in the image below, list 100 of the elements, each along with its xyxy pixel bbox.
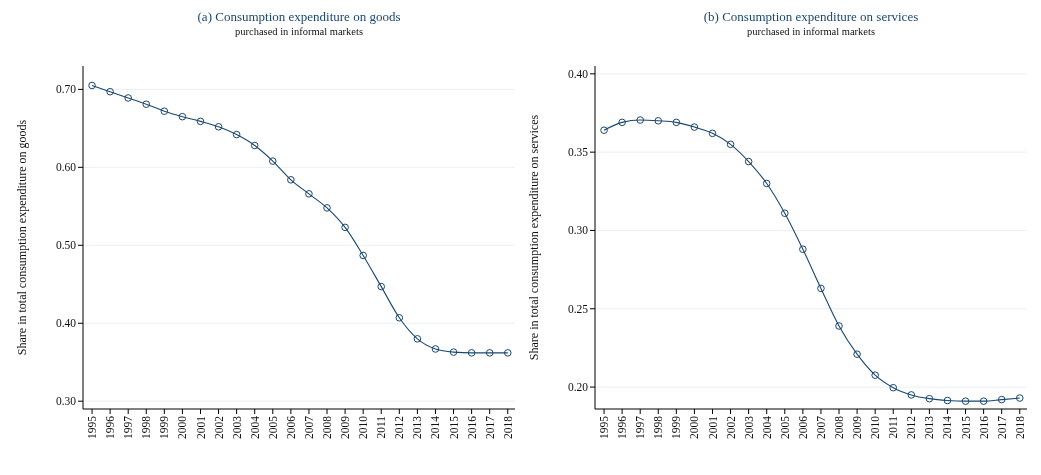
- point: [287, 176, 295, 184]
- x-tick-label: 1995: [86, 415, 99, 439]
- point: [979, 397, 988, 405]
- point: [907, 391, 916, 399]
- y-tick-label: 0.30: [567, 224, 589, 237]
- point: [413, 335, 422, 343]
- point: [142, 100, 151, 108]
- x-tick-label: 2002: [212, 415, 225, 439]
- x-tick-label: 2014: [429, 415, 442, 439]
- point: [690, 123, 699, 131]
- y-tick-label: 0.40: [55, 317, 77, 330]
- point: [871, 371, 879, 379]
- x-tick-label: 1998: [140, 415, 153, 439]
- point: [341, 223, 349, 232]
- x-tick-label: 2006: [796, 415, 809, 439]
- point: [106, 87, 114, 96]
- point: [178, 112, 187, 121]
- x-tick-label: 1996: [104, 415, 117, 439]
- x-tick-label: 2017: [483, 415, 496, 439]
- point: [600, 126, 608, 135]
- x-tick-label: 2007: [302, 415, 315, 439]
- x-tick-label: 2013: [923, 415, 936, 439]
- point: [160, 107, 169, 116]
- x-tick-label: 2010: [869, 415, 882, 439]
- x-tick-label: 2001: [194, 415, 207, 439]
- x-tick-label: 1999: [158, 415, 171, 439]
- x-tick-label: 2008: [833, 415, 846, 439]
- x-tick-label: 2012: [905, 415, 918, 439]
- x-tick-label: 2017: [995, 415, 1008, 439]
- y-tick-label: 0.50: [55, 239, 77, 252]
- x-tick-label: 2006: [284, 415, 297, 439]
- x-tick-label: 2018: [501, 415, 514, 439]
- point: [305, 190, 313, 198]
- point: [268, 157, 277, 165]
- x-tick-label: 2005: [266, 415, 279, 439]
- y-tick-label: 0.60: [55, 161, 77, 174]
- x-tick-label: 1996: [616, 415, 629, 439]
- x-tick-label: 2013: [411, 415, 424, 439]
- point: [835, 322, 843, 330]
- x-tick-label: 1999: [670, 415, 683, 439]
- x-tick-label: 2002: [724, 415, 737, 439]
- point: [196, 117, 205, 126]
- x-tick-label: 2003: [230, 415, 243, 439]
- x-tick-label: 2015: [447, 415, 460, 439]
- point: [744, 157, 753, 166]
- point: [503, 349, 512, 357]
- x-tick-label: 2004: [248, 415, 261, 439]
- x-tick-label: 2009: [851, 415, 864, 439]
- chart-title: (a) Consumption expenditure on goods: [197, 9, 401, 24]
- y-tick-label: 0.40: [567, 67, 589, 80]
- point: [1015, 394, 1024, 402]
- point: [780, 209, 789, 218]
- point: [449, 348, 458, 356]
- point: [323, 204, 331, 212]
- x-tick-label: 2003: [742, 415, 755, 439]
- point: [250, 141, 259, 150]
- x-tick-label: 1998: [652, 415, 665, 439]
- x-tick-label: 2000: [688, 415, 701, 439]
- chart-subtitle: purchased in informal markets: [747, 26, 875, 37]
- point: [961, 397, 970, 405]
- y-axis-title: Share in total consumption expenditure on goods: [15, 119, 30, 356]
- x-tick-label: 2004: [760, 415, 773, 439]
- x-tick-label: 2007: [814, 415, 827, 439]
- chart-title: (b) Consumption expenditure on services: [703, 9, 919, 24]
- point: [943, 396, 952, 405]
- x-tick-label: 1995: [598, 415, 611, 439]
- x-tick-label: 2009: [339, 415, 352, 439]
- x-tick-label: 2010: [357, 415, 370, 439]
- point: [925, 394, 934, 403]
- point: [467, 349, 476, 357]
- point: [817, 284, 825, 293]
- point: [762, 179, 771, 188]
- y-tick-label: 0.70: [55, 83, 77, 96]
- x-tick-label: 2012: [393, 415, 406, 439]
- point: [997, 395, 1006, 404]
- point: [708, 129, 717, 138]
- x-tick-label: 2016: [977, 415, 990, 439]
- x-tick-label: 2014: [941, 415, 954, 439]
- point: [726, 140, 735, 149]
- x-tick-label: 1997: [634, 415, 647, 439]
- x-tick-label: 2011: [887, 415, 900, 439]
- point: [672, 118, 681, 127]
- point: [889, 383, 898, 392]
- x-tick-label: 2011: [375, 415, 388, 439]
- point: [636, 116, 644, 124]
- y-tick-label: 0.20: [567, 381, 589, 394]
- point: [395, 313, 404, 322]
- y-tick-label: 0.30: [55, 395, 77, 408]
- x-tick-label: 2005: [778, 415, 791, 439]
- x-tick-label: 2015: [959, 415, 972, 439]
- point: [654, 117, 663, 125]
- point: [618, 118, 626, 127]
- point: [232, 130, 241, 139]
- x-tick-label: 2000: [176, 415, 189, 439]
- y-tick-label: 0.35: [567, 146, 589, 159]
- point: [359, 251, 367, 260]
- point: [88, 81, 96, 90]
- x-tick-label: 2008: [321, 415, 334, 439]
- point: [853, 350, 861, 358]
- point: [124, 94, 132, 102]
